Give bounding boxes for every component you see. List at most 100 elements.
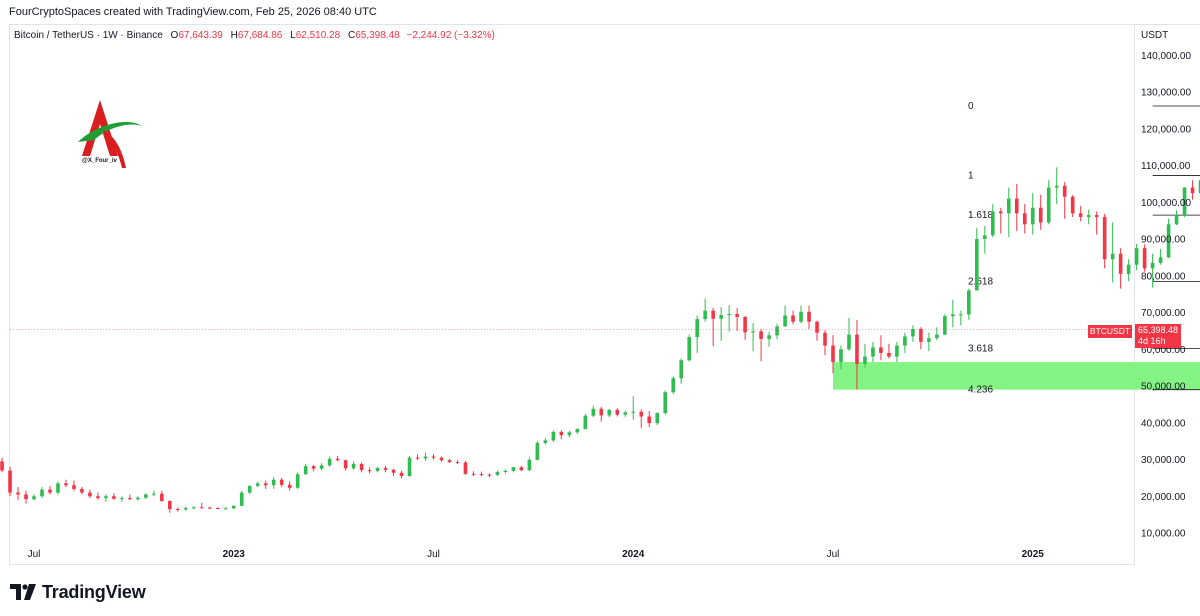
high-label: H (230, 30, 238, 41)
candle-body (8, 470, 12, 493)
candle-body (631, 411, 636, 413)
candle-body (263, 483, 268, 486)
candle-body (447, 460, 452, 463)
candle-body (1006, 198, 1011, 214)
chart-pane[interactable] (9, 24, 1135, 565)
candle-body (40, 489, 44, 497)
candle-body (1102, 216, 1107, 260)
y-tick-label: 10,000.00 (1141, 529, 1186, 540)
close-label: C (347, 30, 356, 41)
candle-body (959, 314, 963, 316)
footer-brand-name: TradingView (42, 581, 146, 602)
candle-body (927, 338, 931, 342)
chart-credit: FourCryptoSpaces created with TradingVie… (9, 6, 377, 18)
candle-body (719, 315, 723, 319)
symbol-legend: Bitcoin / TetherUS · 1W · Binance O67,64… (14, 30, 495, 41)
candle-body (887, 352, 891, 357)
candle-body (903, 336, 907, 346)
candle-body (383, 467, 388, 470)
x-tick-label: Jul (827, 549, 840, 560)
candle-body (168, 501, 172, 510)
candle-body (799, 311, 803, 322)
candle-body (407, 457, 412, 477)
candle-body (727, 313, 731, 316)
candle-body (895, 345, 899, 357)
support-zone (833, 362, 1200, 390)
low-value: 62,510.28 (295, 30, 341, 41)
candle-body (255, 483, 260, 486)
candle-body (511, 467, 516, 471)
candle-body (152, 493, 156, 495)
candle-body (176, 509, 180, 511)
candle-body (104, 496, 108, 499)
candle-body (783, 315, 787, 327)
candle-body (551, 431, 556, 441)
candle-body (1070, 196, 1075, 214)
open-value: 67,643.39 (178, 30, 223, 41)
candle-body (487, 474, 492, 476)
candle-body (519, 467, 524, 471)
candle-body (359, 463, 364, 471)
candle-body (615, 409, 620, 415)
candle-body (287, 484, 292, 488)
candle-body (775, 326, 779, 336)
candle-body (1150, 262, 1155, 269)
watermark-logo-icon (78, 100, 142, 168)
y-tick-label: 130,000.00 (1141, 88, 1191, 99)
change-value: −2,244.92 (−3.32%) (406, 30, 495, 41)
y-tick-label: 80,000.00 (1141, 271, 1186, 282)
candle-body (503, 470, 508, 472)
candle-body (919, 329, 923, 342)
candle-body (847, 334, 851, 350)
candle-body (607, 409, 612, 416)
fib-level-label: 1 (968, 170, 974, 181)
symbol-name[interactable]: Bitcoin / TetherUS · 1W · Binance (14, 30, 163, 41)
candle-body (463, 462, 468, 474)
price-axis[interactable] (1135, 24, 1200, 565)
candle-body (495, 471, 500, 475)
candle-body (439, 457, 444, 461)
candle-body (1062, 185, 1067, 197)
candle-body (599, 408, 604, 416)
candle-body (535, 442, 540, 460)
candle-body (695, 319, 699, 338)
currency-label[interactable]: USDT (1141, 30, 1169, 41)
candle-body (623, 412, 628, 415)
bar-countdown: 4d 16h (1138, 336, 1166, 346)
last-price-value: 65,398.48 (1138, 325, 1179, 335)
candle-body (327, 458, 332, 466)
candle-body (1198, 180, 1200, 194)
candle-body (591, 408, 596, 416)
candle-body (160, 493, 164, 502)
candle-body (423, 456, 428, 459)
fib-level-label: 0 (968, 101, 974, 112)
y-tick-label: 110,000.00 (1141, 161, 1191, 172)
candle-body (367, 470, 372, 472)
candle-body (215, 508, 220, 510)
close-value: 65,398.48 (355, 30, 400, 41)
candle-body (1110, 253, 1115, 260)
fib-level-label: 2.618 (968, 277, 993, 288)
candle-body (335, 458, 340, 461)
candle-body (1126, 264, 1131, 274)
candle-body (1158, 257, 1163, 263)
watermark-handle: @X_Four_iv (82, 158, 117, 164)
candle-body (88, 492, 92, 497)
candle-body (815, 321, 819, 333)
candle-body (120, 498, 124, 500)
candle-body (991, 211, 995, 236)
candle-body (998, 211, 1003, 214)
candle-body (823, 332, 827, 346)
low-label: L (290, 30, 296, 41)
candle-body (559, 431, 564, 436)
candle-body (64, 483, 68, 486)
candle-body (655, 413, 660, 424)
candle-body (1038, 207, 1043, 223)
candle-body (879, 347, 883, 353)
footer-brand[interactable]: TradingView (10, 581, 146, 603)
candle-body (839, 349, 843, 363)
candle-body (1086, 215, 1091, 217)
candle-body (351, 463, 356, 469)
candle-body (24, 494, 28, 500)
